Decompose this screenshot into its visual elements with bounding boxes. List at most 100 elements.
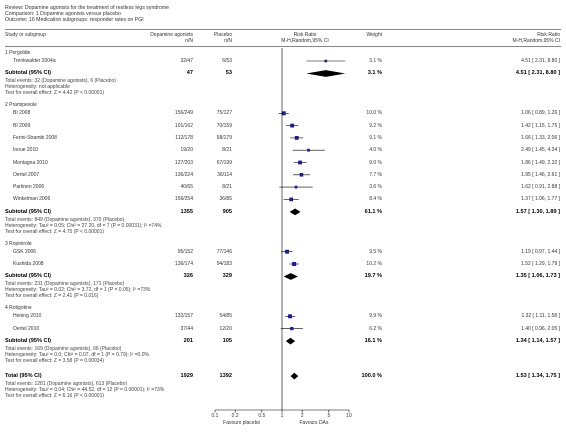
study-ctrl-events: 12/20: [219, 325, 232, 332]
subtotal-label: Subtotal (95% CI): [5, 208, 51, 215]
study-name: Inoue 2010: [13, 147, 39, 154]
study-ci-text: 1.19 [ 0.97, 1.44 ]: [521, 248, 560, 255]
study-point-estimate: [294, 185, 298, 189]
study-point-estimate: [298, 160, 302, 165]
total-note: Total events: 1281 (Dopamine agonists), …: [5, 380, 128, 387]
study-exp-events: 40/65: [180, 184, 193, 191]
x-tick-label: 1: [280, 413, 284, 419]
col-rr1-sub: M-H,Random,95% CI: [281, 38, 329, 44]
subgroup-note: Heterogeneity: Tau² = 0.0; Chi² = 0.07, …: [5, 351, 149, 358]
study-exp-events: 156/254: [174, 196, 193, 203]
col-ctrl: Placebo: [213, 32, 232, 38]
subtotal-exp-n: 47: [186, 70, 193, 77]
overall-total-ci-text: 1.53 [ 1.34, 1.75 ]: [515, 372, 560, 379]
study-ctrl-events: 8/21: [222, 147, 232, 154]
subgroup-title: 2 Pramipexole: [5, 102, 37, 109]
x-tick-label: 0.2: [231, 413, 239, 419]
subtotal-diamond: [285, 337, 296, 345]
subtotal-ctrl-n: 53: [225, 70, 232, 77]
study-exp-events: 127/203: [174, 159, 193, 166]
study-exp-events: 101/162: [174, 122, 193, 129]
study-ctrl-events: 6/53: [222, 58, 232, 64]
study-exp-events: 156/249: [174, 110, 193, 117]
study-point-estimate: [290, 123, 295, 128]
col-rr2-sub: M-H,Random,95% CI: [512, 38, 560, 44]
subtotal-ci-text: 1.34 [ 1.14, 1.57 ]: [515, 337, 560, 344]
study-name: Ferini-Strambi 2008: [13, 134, 57, 141]
study-ctrl-events: 36/85: [219, 196, 232, 203]
total-note: Test for overall effect: Z = 6.16 (P < 0…: [5, 392, 105, 399]
study-ci-text: 1.06 [ 0.89, 1.26 ]: [521, 110, 560, 117]
study-point-estimate: [292, 261, 297, 267]
study-ci-text: 1.66 [ 1.33, 2.06 ]: [521, 134, 560, 141]
x-label-right: Favours DAs: [299, 420, 329, 426]
study-point-estimate: [281, 111, 286, 116]
overall-total-label: Total (95% CI): [5, 372, 42, 379]
study-ctrl-events: 68/179: [216, 134, 232, 141]
col-exp-sub: n/N: [185, 38, 193, 44]
comparison-title: Comparison: 1 Dopamine agonists versus p…: [5, 11, 121, 17]
total-note: Heterogeneity: Tau² = 0.04; Chi² = 44.52…: [5, 386, 165, 393]
study-exp-events: 132/157: [174, 313, 193, 320]
header-rule-top: [5, 29, 561, 30]
study-name: BI 2009: [13, 122, 31, 129]
subgroup-note: Test for overall effect: Z = 4.75 (P < 0…: [5, 228, 105, 235]
study-ctrl-events: 75/127: [216, 110, 232, 117]
subgroup-note: Test for overall effect: Z = 4.42 (P < 0…: [5, 90, 105, 97]
study-point-estimate: [324, 59, 328, 63]
study-weight: 10.2 %: [366, 261, 382, 267]
subgroup-note: Total events: 32 (Dopamine agonists), 6 …: [5, 78, 116, 85]
col-exp: Dopamine agonists: [150, 32, 193, 38]
study-ctrl-events: 8/21: [222, 184, 232, 191]
study-name: GSK 2006: [13, 248, 37, 255]
header-rule-bottom: [5, 46, 561, 47]
study-exp-events: 37/44: [180, 325, 193, 332]
study-ci-text: 1.52 [ 1.29, 1.79 ]: [521, 261, 560, 267]
study-ci-text: 1.62 [ 0.91, 2.88 ]: [521, 184, 560, 191]
study-weight: 9.9 %: [369, 313, 382, 320]
subtotal-exp-n: 201: [183, 337, 193, 344]
x-tick-label: 10: [346, 413, 352, 419]
subgroup-note: Total events: 169 (Dopamine agonists), 6…: [5, 345, 122, 352]
study-weight: 9.5 %: [369, 248, 382, 255]
study-point-estimate: [307, 148, 310, 152]
x-tick-label: 0.5: [258, 413, 266, 419]
study-name: Partinen 2006: [13, 184, 45, 191]
subgroup-note: Test for overall effect: Z = 3.58 (P = 0…: [5, 357, 105, 364]
overall-total-weight: 100.0 %: [361, 372, 382, 379]
subgroup-note: Test for overall effect: Z = 2.41 (P = 0…: [5, 293, 99, 300]
subtotal-label: Subtotal (95% CI): [5, 70, 51, 77]
study-exp-events: 136/224: [174, 171, 193, 178]
study-point-estimate: [288, 314, 293, 319]
subtotal-ctrl-n: 905: [222, 208, 232, 215]
study-ci-text: 1.37 [ 1.06, 1.77 ]: [521, 196, 560, 203]
review-title: Review: Dopamine agonists for the treatm…: [5, 5, 170, 11]
x-tick-label: 0.1: [211, 413, 219, 419]
study-name: Oertel 2010: [13, 325, 40, 332]
study-exp-events: 32/47: [180, 58, 193, 64]
study-weight: 10.0 %: [366, 110, 382, 117]
subgroup-title: 1 Pergolide: [5, 50, 31, 56]
study-ci-text: 1.86 [ 1.49, 2.32 ]: [521, 159, 560, 166]
subtotal-ctrl-n: 329: [222, 273, 232, 280]
overall-total-diamond: [290, 372, 299, 380]
subtotal-ci-text: 4.51 [ 2.31, 8.80 ]: [515, 70, 560, 77]
subtotal-exp-n: 1355: [180, 208, 193, 215]
subtotal-diamond: [289, 208, 301, 216]
col-weight: Weight: [366, 32, 382, 38]
subtotal-ci-text: 1.57 [ 1.30, 1.89 ]: [515, 208, 560, 215]
overall-total-exp-n: 1929: [180, 372, 193, 379]
study-ctrl-events: 54/85: [219, 313, 232, 320]
subtotal-diamond: [306, 70, 346, 77]
study-weight: 3.1 %: [369, 58, 382, 64]
subtotal-ctrl-n: 105: [222, 337, 232, 344]
study-exp-events: 19/20: [180, 147, 193, 154]
study-name: Winkelman 2006: [13, 196, 51, 203]
x-label-left: Favours placebo: [223, 420, 261, 426]
study-ci-text: 1.32 [ 1.11, 1.58 ]: [521, 313, 560, 320]
study-weight: 9.2 %: [369, 122, 382, 129]
study-ctrl-events: 36/114: [217, 171, 232, 178]
study-ci-text: 1.42 [ 1.15, 1.75 ]: [521, 122, 560, 129]
subgroup-note: Total events: 231 (Dopamine agonists), 1…: [5, 281, 125, 288]
